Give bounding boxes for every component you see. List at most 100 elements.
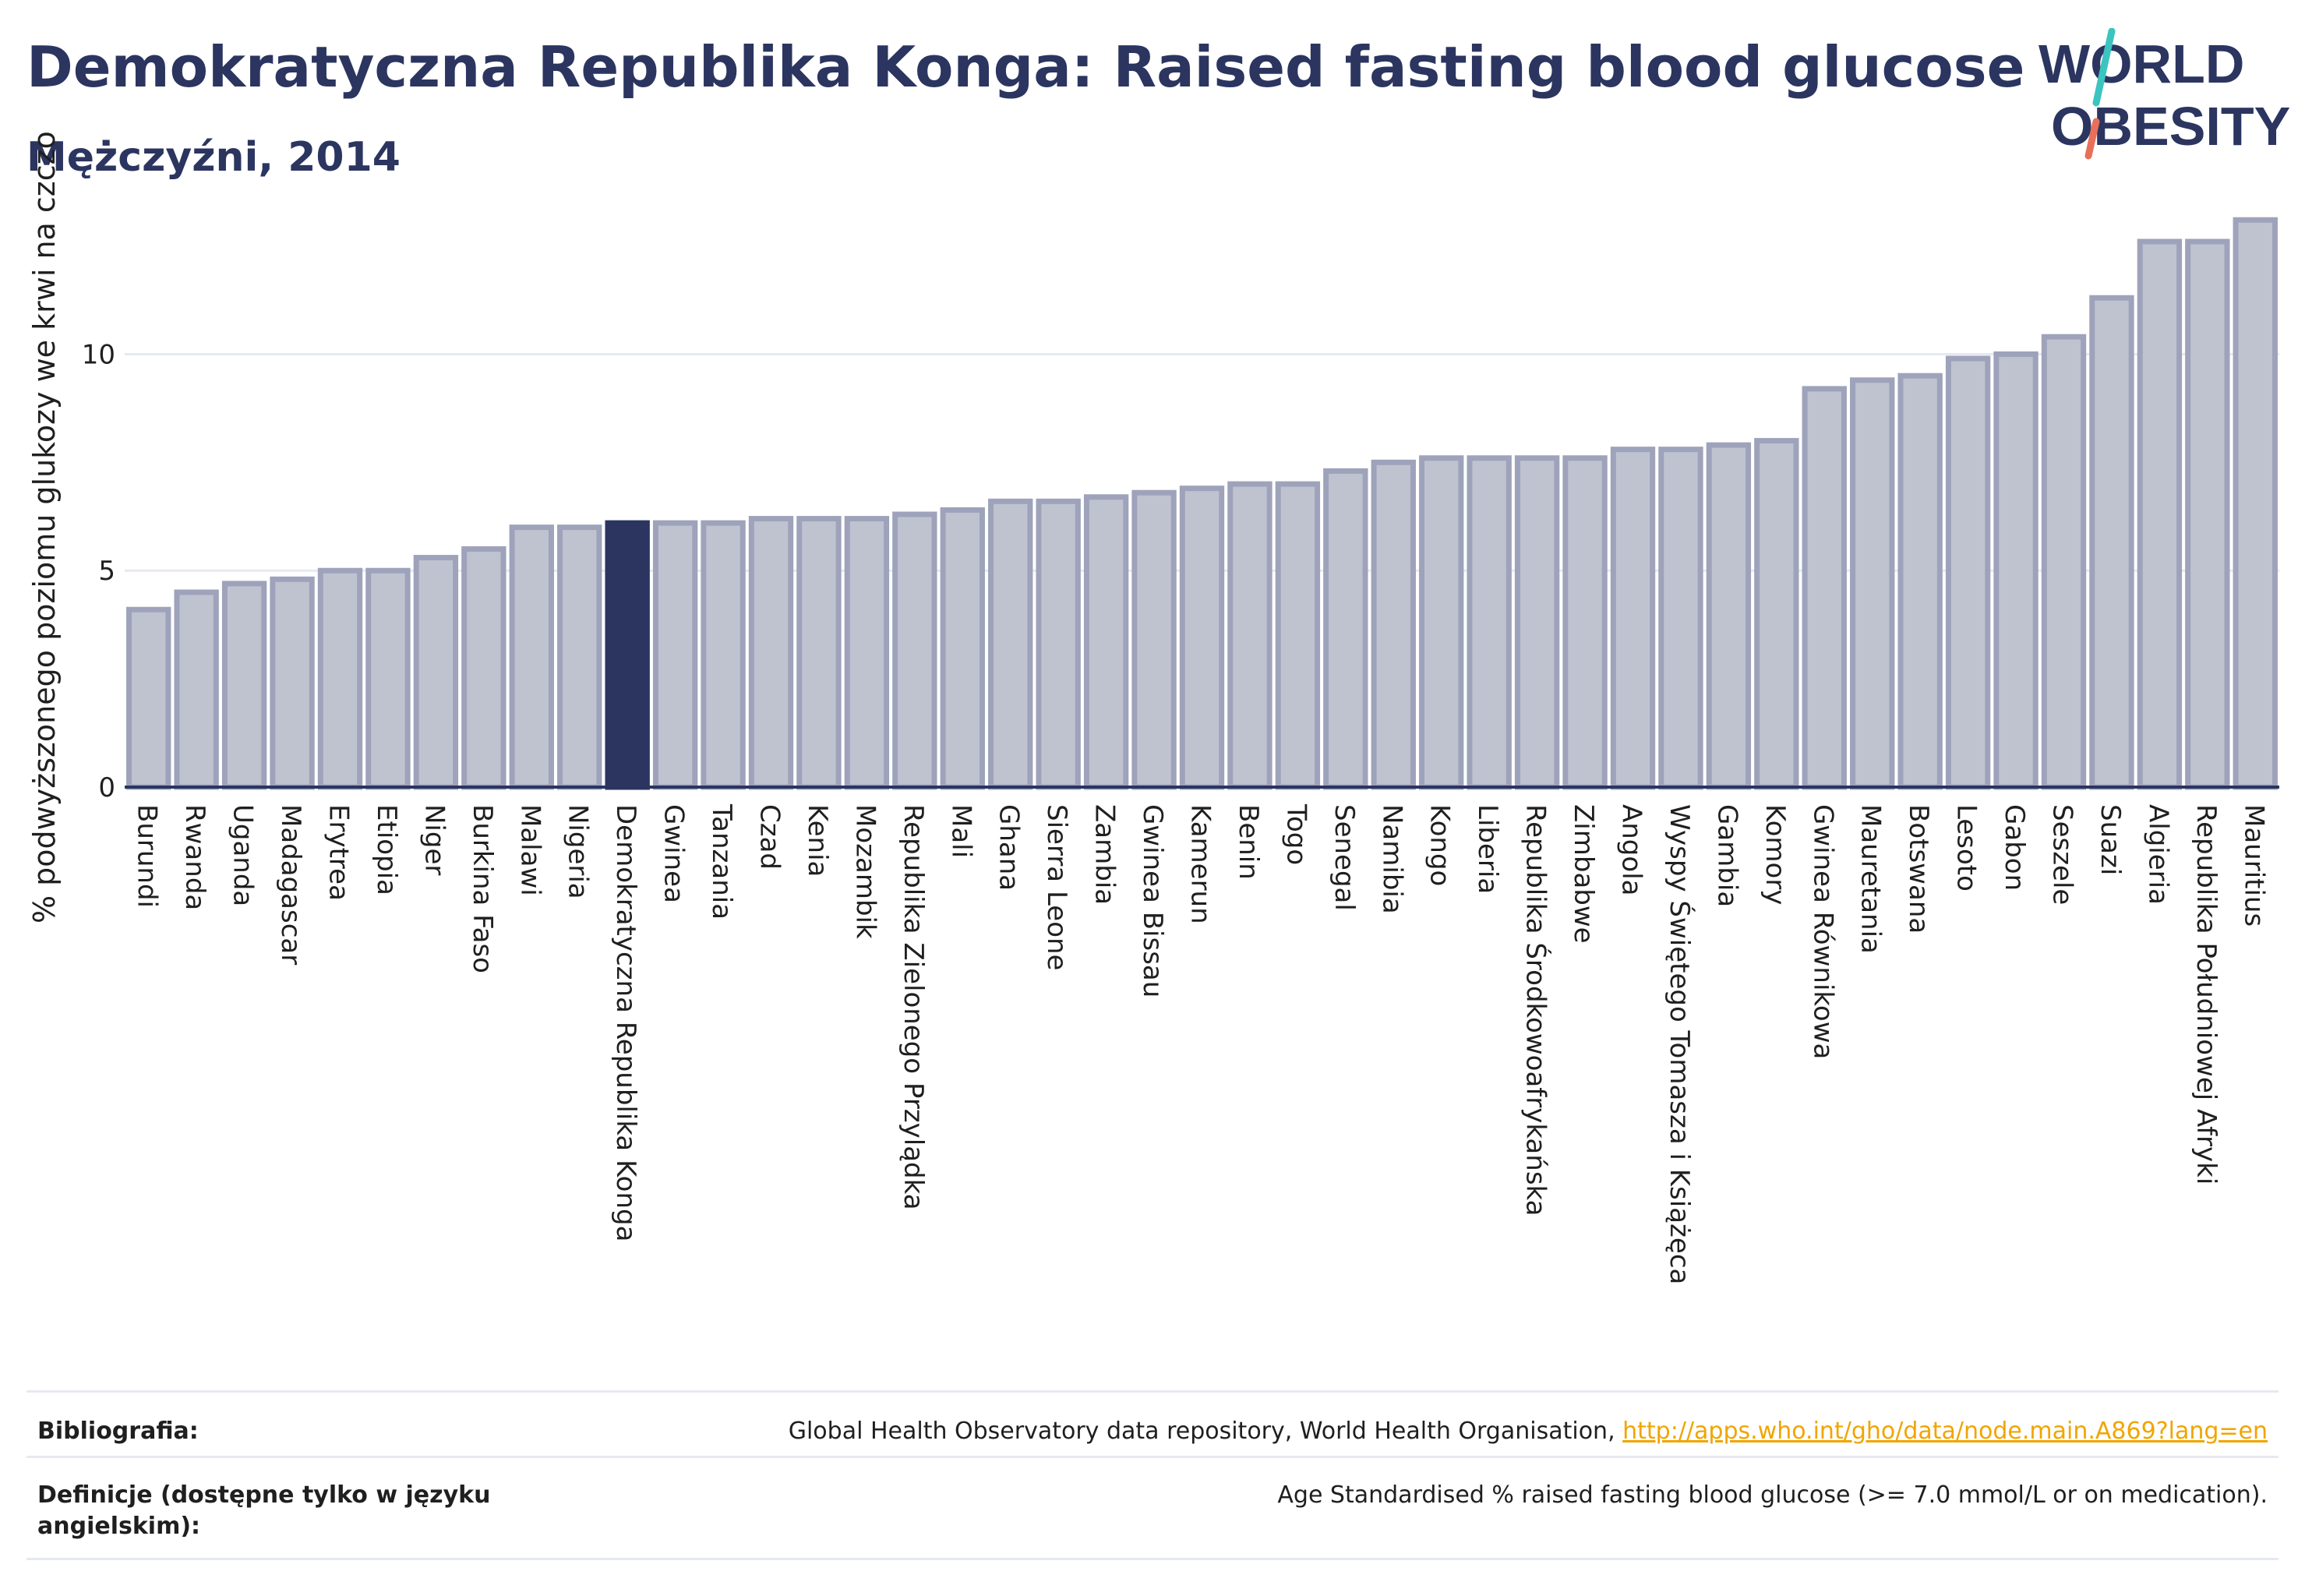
x-tick-label: Mali — [945, 804, 976, 858]
bar[interactable] — [2137, 238, 2183, 790]
x-tick-labels: Burundi Rwanda Uganda Madagascar Erytrea Etio… — [132, 803, 2270, 1284]
bibliography-label: Bibliografia: — [37, 1418, 199, 1445]
x-tick-label: Burundi — [132, 804, 163, 908]
bar[interactable] — [1131, 489, 1177, 790]
bar[interactable] — [1945, 355, 1991, 790]
y-tick-labels: 0 5 10 — [82, 339, 115, 803]
bar[interactable] — [1706, 442, 1752, 790]
bibliography-link[interactable]: http://apps.who.int/gho/data/node.main.A… — [1622, 1418, 2268, 1445]
logo-text-world: WORLD — [2038, 34, 2244, 94]
x-tick-label: Erytrea — [323, 804, 355, 901]
y-tick-label: 0 — [98, 772, 115, 803]
x-tick-label: Liberia — [1472, 804, 1503, 894]
bar[interactable] — [1179, 486, 1225, 790]
footer-row-bibliography: Bibliografia: Global Health Observatory … — [26, 1390, 2279, 1458]
bar[interactable] — [1658, 447, 1703, 790]
x-tick-label: Togo — [1280, 803, 1311, 865]
bar[interactable] — [174, 589, 219, 790]
x-tick-label: Demokratyczna Republika Konga — [610, 804, 641, 1241]
x-tick-label: Uganda — [228, 804, 259, 906]
x-tick-label: Lesoto — [1951, 804, 1982, 892]
footer-row-definitions: Definicje (dostępne tylko w języku angie… — [26, 1456, 2279, 1560]
x-tick-label: Algieria — [2142, 804, 2173, 905]
x-tick-label: Suazi — [2095, 804, 2126, 875]
bar[interactable] — [844, 516, 890, 790]
x-tick-label: Zimbabwe — [1568, 804, 1599, 944]
bar[interactable] — [1514, 455, 1560, 790]
bars — [126, 217, 2278, 790]
bar[interactable] — [557, 524, 602, 790]
bar[interactable] — [701, 520, 746, 790]
bar[interactable] — [940, 507, 985, 790]
x-tick-label: Zambia — [1089, 804, 1121, 905]
x-tick-label: Seszele — [2047, 804, 2078, 905]
bibliography-text: Global Health Observatory data repositor… — [788, 1418, 1623, 1445]
x-tick-label: Madagascar — [275, 804, 306, 965]
chart-subtitle: Mężczyźni, 2014 — [26, 134, 401, 181]
x-tick-label: Kamerun — [1185, 804, 1216, 924]
x-tick-label: Gambia — [1711, 804, 1742, 907]
bar[interactable] — [1754, 438, 1799, 790]
y-axis-label: % podwyższonego poziomu glukozy we krwi … — [27, 131, 62, 923]
bar[interactable] — [2185, 238, 2230, 790]
bar[interactable] — [1036, 498, 1081, 790]
x-tick-label: Komory — [1760, 804, 1791, 905]
bar[interactable] — [605, 520, 650, 790]
bar[interactable] — [1993, 351, 2038, 790]
bar[interactable] — [461, 546, 507, 790]
x-tick-label: Burkina Faso — [467, 804, 498, 973]
bar[interactable] — [1562, 455, 1608, 790]
bar[interactable] — [317, 567, 363, 790]
x-tick-label: Botswana — [1903, 804, 1934, 934]
bar[interactable] — [1275, 481, 1321, 790]
bar[interactable] — [2233, 217, 2278, 790]
bar[interactable] — [1802, 386, 1847, 790]
x-tick-label: Mozambik — [849, 804, 881, 939]
logo-slash-coral — [2084, 118, 2100, 160]
bar[interactable] — [796, 516, 842, 790]
logo-slash-teal — [2092, 28, 2116, 107]
bar[interactable] — [1897, 373, 1943, 790]
x-tick-label: Gabon — [1999, 804, 2030, 891]
x-tick-label: Etiopia — [371, 804, 402, 895]
x-tick-label: Ghana — [994, 804, 1025, 891]
x-tick-label: Sierra Leone — [1041, 804, 1072, 970]
bar[interactable] — [2041, 334, 2087, 790]
bar[interactable] — [1850, 377, 1895, 790]
bar[interactable] — [365, 567, 411, 790]
bar[interactable] — [2089, 295, 2134, 790]
bar[interactable] — [652, 520, 698, 790]
world-obesity-logo: WORLD OBESITY — [2038, 28, 2290, 160]
x-tick-label: Benin — [1233, 804, 1264, 880]
bar[interactable] — [270, 576, 315, 790]
bar[interactable] — [221, 581, 267, 790]
definitions-value: Age Standardised % raised fasting blood … — [1277, 1481, 2268, 1509]
definitions-label: Definicje (dostępne tylko w języku angie… — [37, 1481, 491, 1540]
bar[interactable] — [1083, 494, 1129, 790]
bar[interactable] — [413, 555, 459, 790]
bar[interactable] — [509, 524, 554, 790]
x-tick-label: Republika Zielonego Przylądka — [898, 804, 929, 1210]
x-tick-label: Tanzania — [706, 803, 737, 920]
x-tick-label: Nigeria — [563, 804, 594, 899]
x-tick-label: Angola — [1616, 804, 1647, 895]
bar[interactable] — [1371, 459, 1416, 790]
bar[interactable] — [748, 516, 794, 790]
bar[interactable] — [1227, 481, 1273, 790]
bar[interactable] — [126, 606, 171, 790]
bibliography-value: Global Health Observatory data repositor… — [789, 1416, 2268, 1447]
x-tick-label: Rwanda — [179, 804, 210, 910]
x-tick-label: Mauritius — [2238, 804, 2269, 927]
bar[interactable] — [988, 498, 1033, 790]
x-tick-label: Gwinea — [658, 804, 690, 903]
bar[interactable] — [1323, 468, 1368, 790]
bar[interactable] — [892, 511, 937, 790]
bar[interactable] — [1419, 455, 1464, 790]
bar[interactable] — [1467, 455, 1512, 790]
bar[interactable] — [1610, 447, 1656, 790]
bar-chart: 0 5 10 Burundi Rwanda Uganda Madagascar Erytre… — [27, 131, 2279, 1284]
chart-title: Demokratyczna Republika Konga: Raised fa… — [26, 34, 2025, 100]
x-tick-label: Republika Środkowoafrykańska — [1520, 804, 1552, 1216]
x-tick-label: Kenia — [802, 804, 833, 877]
x-tick-label: Namibia — [1376, 804, 1407, 914]
